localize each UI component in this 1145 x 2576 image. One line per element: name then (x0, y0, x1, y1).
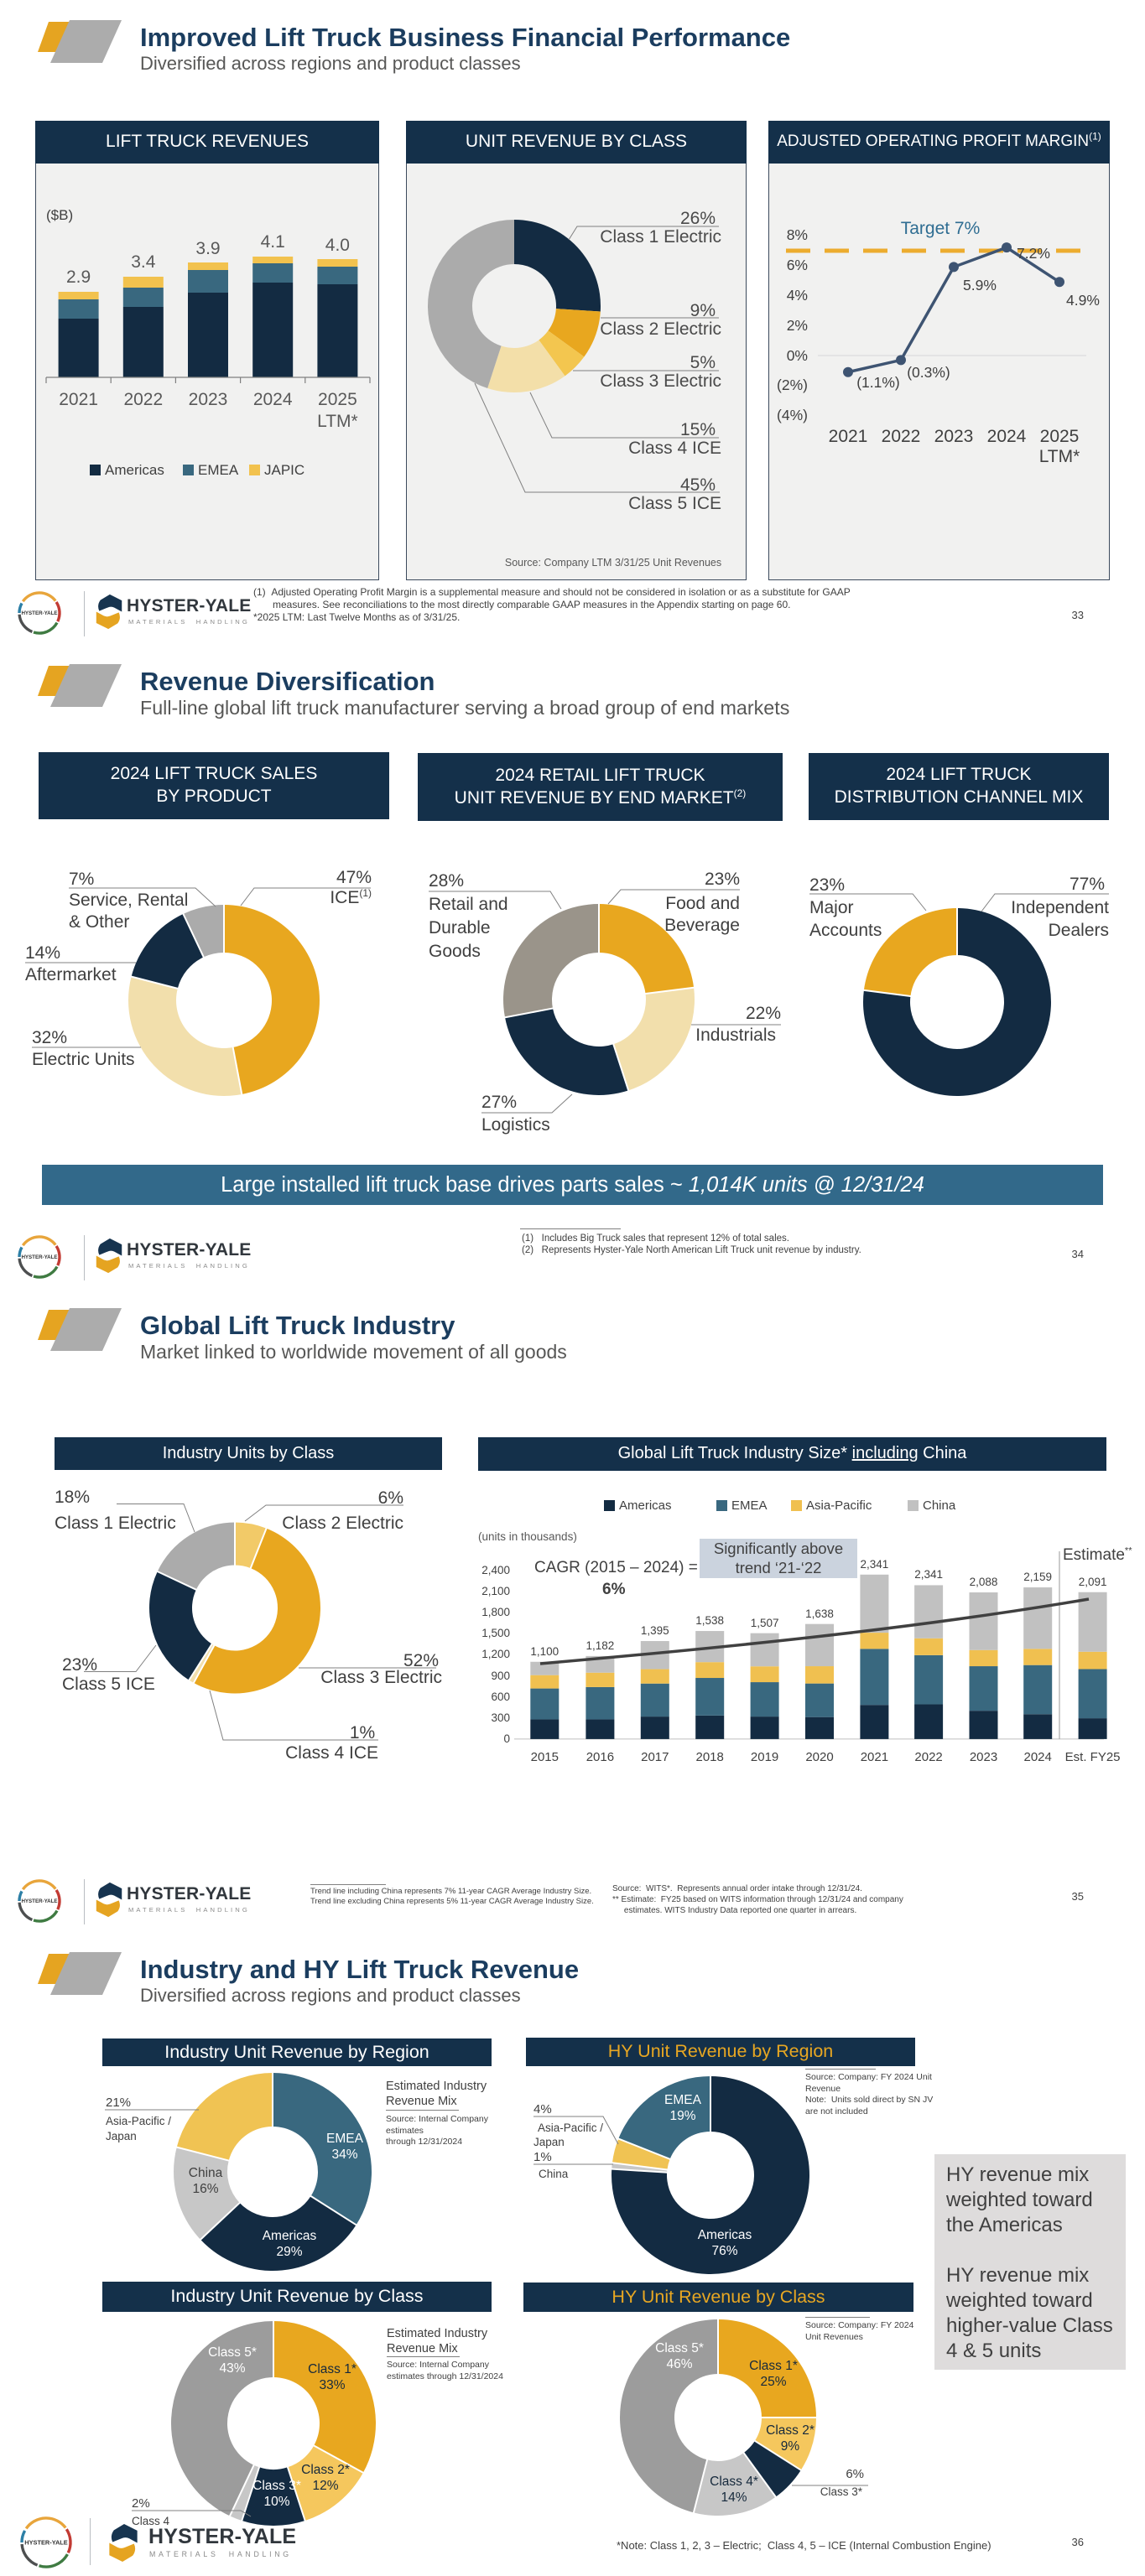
svg-text:HYSTER-YALE: HYSTER-YALE (21, 610, 57, 616)
svg-text:HYSTER-YALE: HYSTER-YALE (24, 2539, 68, 2547)
svg-text:HYSTER-YALE: HYSTER-YALE (21, 1898, 57, 1904)
svg-text:HYSTER-YALE: HYSTER-YALE (21, 1254, 57, 1260)
